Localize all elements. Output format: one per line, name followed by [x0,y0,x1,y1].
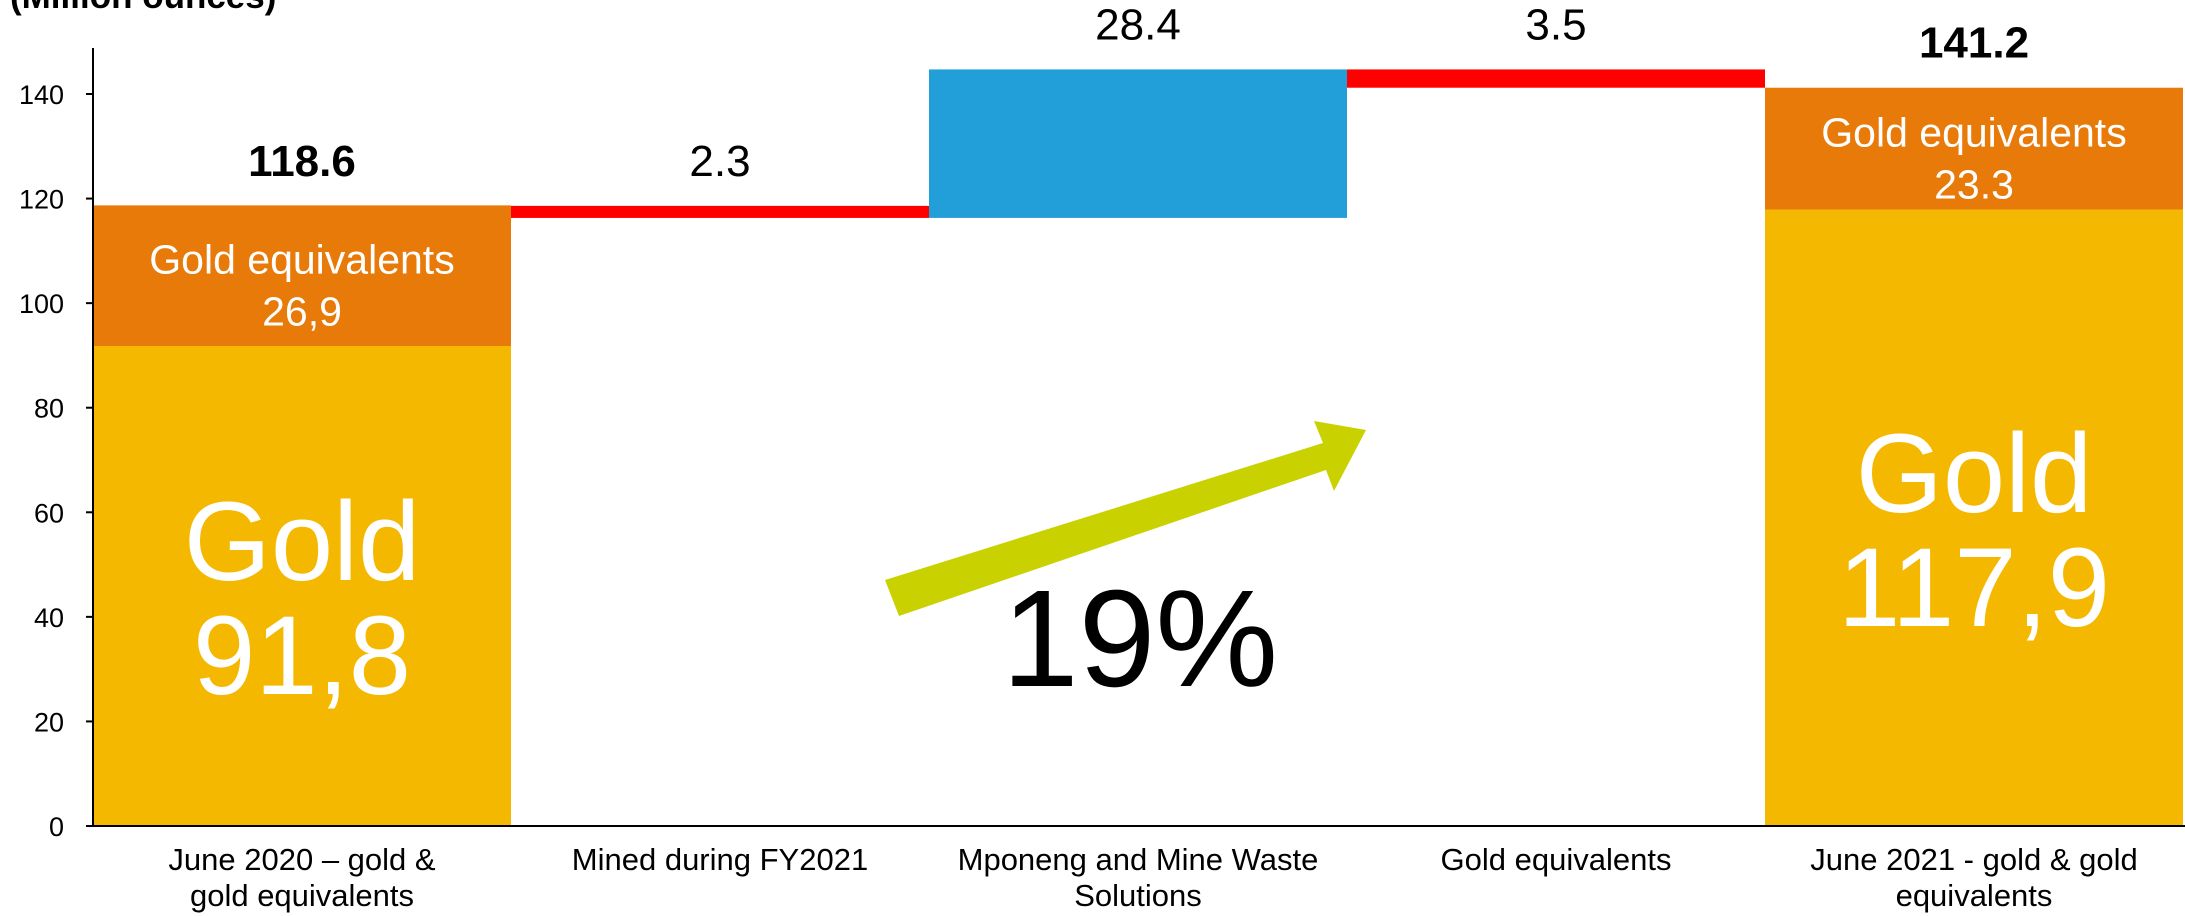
segment-value: 26,9 [262,289,342,335]
segment-label: Gold equivalents [1821,110,2126,156]
bars-layer [93,69,2183,827]
x-category-label: Gold equivalents [1441,842,1672,877]
delta-value-label: 3.5 [1525,0,1586,49]
x-category-label: Mined during FY2021 [572,842,868,877]
delta-value-label: 28.4 [1095,0,1181,49]
y-tick-label: 0 [49,812,64,842]
segment-label: Gold equivalents [149,237,454,283]
bar-segment-gold [93,346,511,826]
increase-bar [929,69,1347,218]
delta-value-label: 2.3 [689,137,750,186]
y-tick-label: 120 [19,185,64,215]
growth-arrow [885,421,1366,616]
y-tick-label: 60 [34,498,64,528]
segment-value: 23.3 [1934,162,2014,208]
x-category-label: June 2020 – gold & [168,842,435,877]
axes-layer: 0 20 40 60 80 100 120 140 (Million ounces) [10,0,2185,842]
bar-segment-gold-equivalents [1765,87,2183,210]
bar-segment-gold-equivalents [93,205,511,347]
segment-label: Gold [1856,411,2093,536]
growth-percentage-label: 19% [1002,562,1278,716]
decrease-bar [511,205,929,218]
y-tick-label: 80 [34,394,64,424]
x-category-label: Solutions [1074,878,1202,913]
segment-value: 91,8 [193,593,411,718]
decrease-bar [1347,69,1765,88]
segment-label: Gold [184,479,421,604]
total-value-label: 118.6 [248,137,356,186]
x-category-label: gold equivalents [190,878,414,913]
segment-value: 117,9 [1838,525,2110,650]
y-tick-label: 100 [19,289,64,319]
y-tick-label: 20 [34,707,64,737]
x-category-label: equivalents [1896,878,2053,913]
y-tick-label: 140 [19,80,64,110]
annotation-layer: 19% [885,421,1366,716]
y-tick-label: 40 [34,603,64,633]
bar-segment-gold [1765,209,2183,827]
total-value-label: 141.2 [1919,19,2029,68]
y-axis-unit-label: (Million ounces) [10,0,276,16]
x-category-label: Mponeng and Mine Waste [958,842,1319,877]
x-category-label: June 2021 - gold & gold [1810,842,2137,877]
